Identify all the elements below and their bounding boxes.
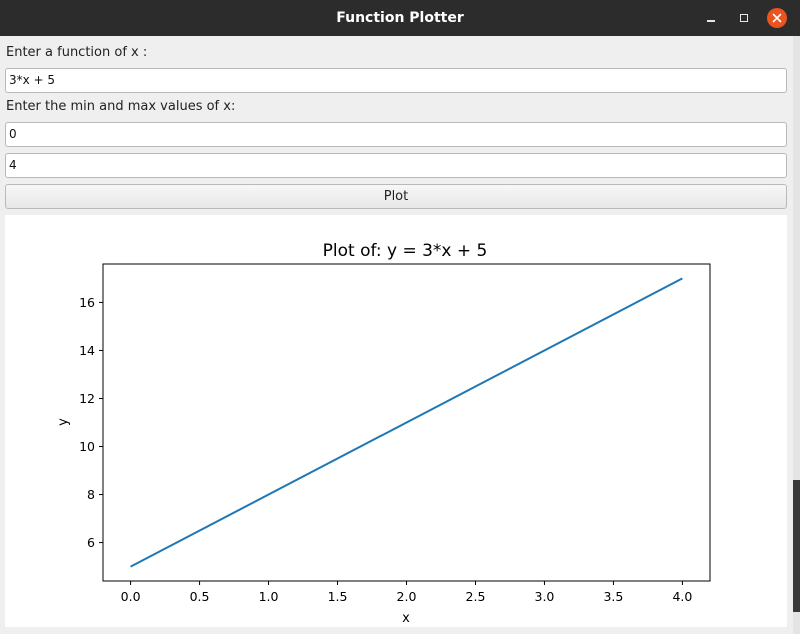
- y-axis: 6 8 10 12 14 16: [79, 295, 103, 550]
- maximize-button[interactable]: [734, 8, 754, 28]
- close-icon: [772, 13, 782, 23]
- min-x-input[interactable]: 0: [5, 122, 787, 147]
- x-axis-label: x: [402, 611, 410, 626]
- y-tick-label: 8: [87, 487, 95, 502]
- minimize-button[interactable]: [701, 8, 721, 28]
- plot-canvas: Plot of: y = 3*x + 5 0.0 0.5 1.0 1.5 2.0 2.5 3…: [5, 215, 787, 627]
- x-tick-label: 1.5: [328, 589, 348, 604]
- y-tick-label: 10: [79, 439, 95, 454]
- x-tick-label: 1.0: [259, 589, 279, 604]
- x-tick-label: 4.0: [672, 589, 692, 604]
- max-x-input[interactable]: 4: [5, 153, 787, 178]
- y-tick-label: 16: [79, 295, 95, 310]
- chart-title: Plot of: y = 3*x + 5: [323, 241, 488, 261]
- x-tick-label: 0.0: [121, 589, 141, 604]
- x-tick-label: 3.5: [603, 589, 623, 604]
- minimize-icon: [707, 20, 715, 22]
- series-line: [130, 277, 683, 568]
- background-window-edge: [793, 36, 800, 634]
- x-tick-label: 2.0: [397, 589, 417, 604]
- y-axis-label: y: [56, 418, 71, 426]
- close-button[interactable]: [767, 8, 787, 28]
- window-title: Function Plotter: [336, 10, 464, 26]
- title-bar: Function Plotter: [0, 0, 800, 36]
- x-tick-label: 3.0: [535, 589, 555, 604]
- range-label: Enter the min and max values of x:: [6, 99, 236, 114]
- y-tick-label: 14: [79, 343, 95, 358]
- plot-button[interactable]: Plot: [5, 184, 787, 209]
- chart: Plot of: y = 3*x + 5 0.0 0.5 1.0 1.5 2.0 2.5 3…: [56, 241, 711, 626]
- background-window-dark-region: [793, 480, 800, 612]
- x-axis: 0.0 0.5 1.0 1.5 2.0 2.5 3.0 3.5 4.0: [121, 581, 692, 604]
- y-tick-label: 6: [87, 535, 95, 550]
- x-tick-label: 2.5: [466, 589, 486, 604]
- maximize-icon: [740, 14, 748, 22]
- function-label: Enter a function of x :: [6, 45, 148, 60]
- y-tick-label: 12: [79, 391, 95, 406]
- function-input[interactable]: 3*x + 5: [5, 68, 787, 93]
- x-tick-label: 0.5: [190, 589, 210, 604]
